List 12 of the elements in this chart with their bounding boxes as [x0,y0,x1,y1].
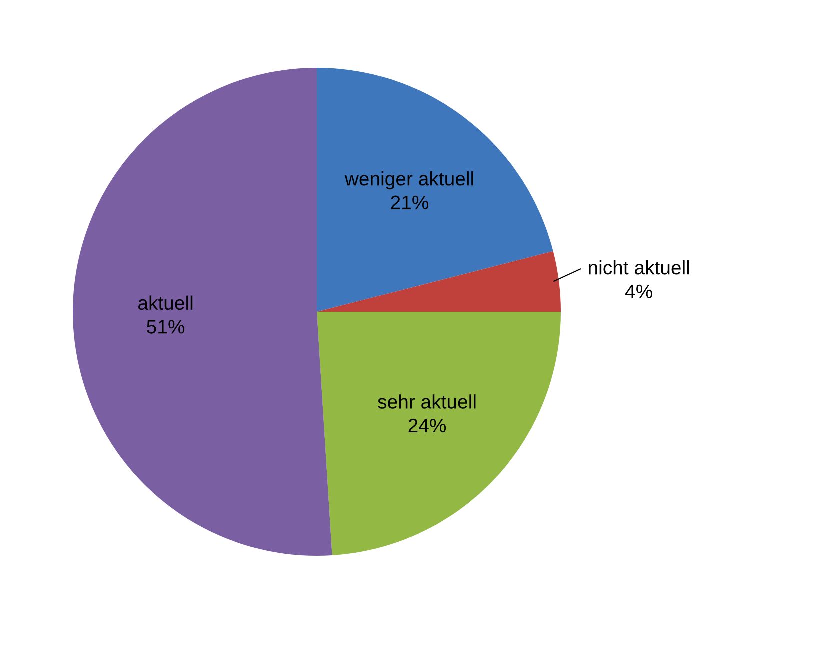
slice-label: aktuell [138,296,193,310]
pie-slice [73,68,332,556]
data-label: 4% [625,284,652,298]
data-label: 51% [147,320,185,334]
pie-slice [317,68,554,312]
data-label: 24% [408,418,446,433]
slice-label: weniger aktuell [344,172,474,190]
data-label: 21% [391,196,428,210]
slice-label: nicht aktuell [589,260,690,275]
slice-label: sehr aktuell [378,394,476,409]
pie-slice [317,251,561,312]
pie-slice [317,312,561,556]
